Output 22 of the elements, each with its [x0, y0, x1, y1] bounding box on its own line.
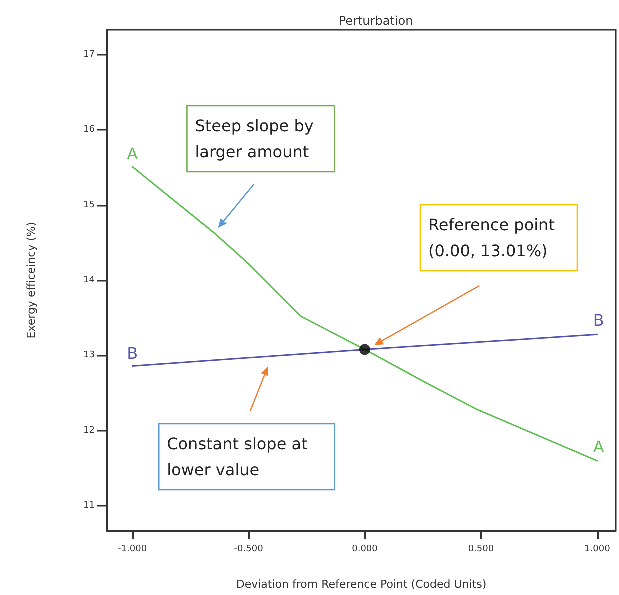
y-axis-title: Exergy efficeincy (%) — [25, 222, 38, 339]
x-axis-title: Deviation from Reference Point (Coded Units) — [236, 578, 487, 591]
y-tick-label: 15 — [84, 200, 95, 210]
text: A — [127, 144, 138, 164]
x-tick-label: -0.500 — [234, 544, 264, 554]
series-label: B — [127, 344, 138, 363]
x-tick-label: 0.000 — [352, 544, 378, 554]
y-tick-label: 14 — [84, 276, 96, 286]
text: B — [593, 311, 604, 330]
series-label: A — [593, 438, 604, 457]
annotation: Steep slope by larger amount — [195, 116, 314, 162]
x-tick-label: -1.000 — [118, 544, 148, 554]
chart-title: Perturbation — [338, 14, 414, 28]
y-tick-label: 11 — [84, 501, 95, 512]
x-tick-label: 1.000 — [584, 544, 611, 554]
y-tick-label: 12 — [84, 426, 95, 436]
annotation: Reference point (0.00, 13.01%) — [428, 216, 555, 260]
y-tick-label: 13 — [84, 350, 95, 361]
y-tick-label: 16 — [84, 125, 96, 136]
x-tick-label: 0.500 — [468, 544, 494, 554]
annotation: Constant slope at lower value — [167, 434, 308, 480]
y-tick-label: 17 — [84, 50, 95, 60]
